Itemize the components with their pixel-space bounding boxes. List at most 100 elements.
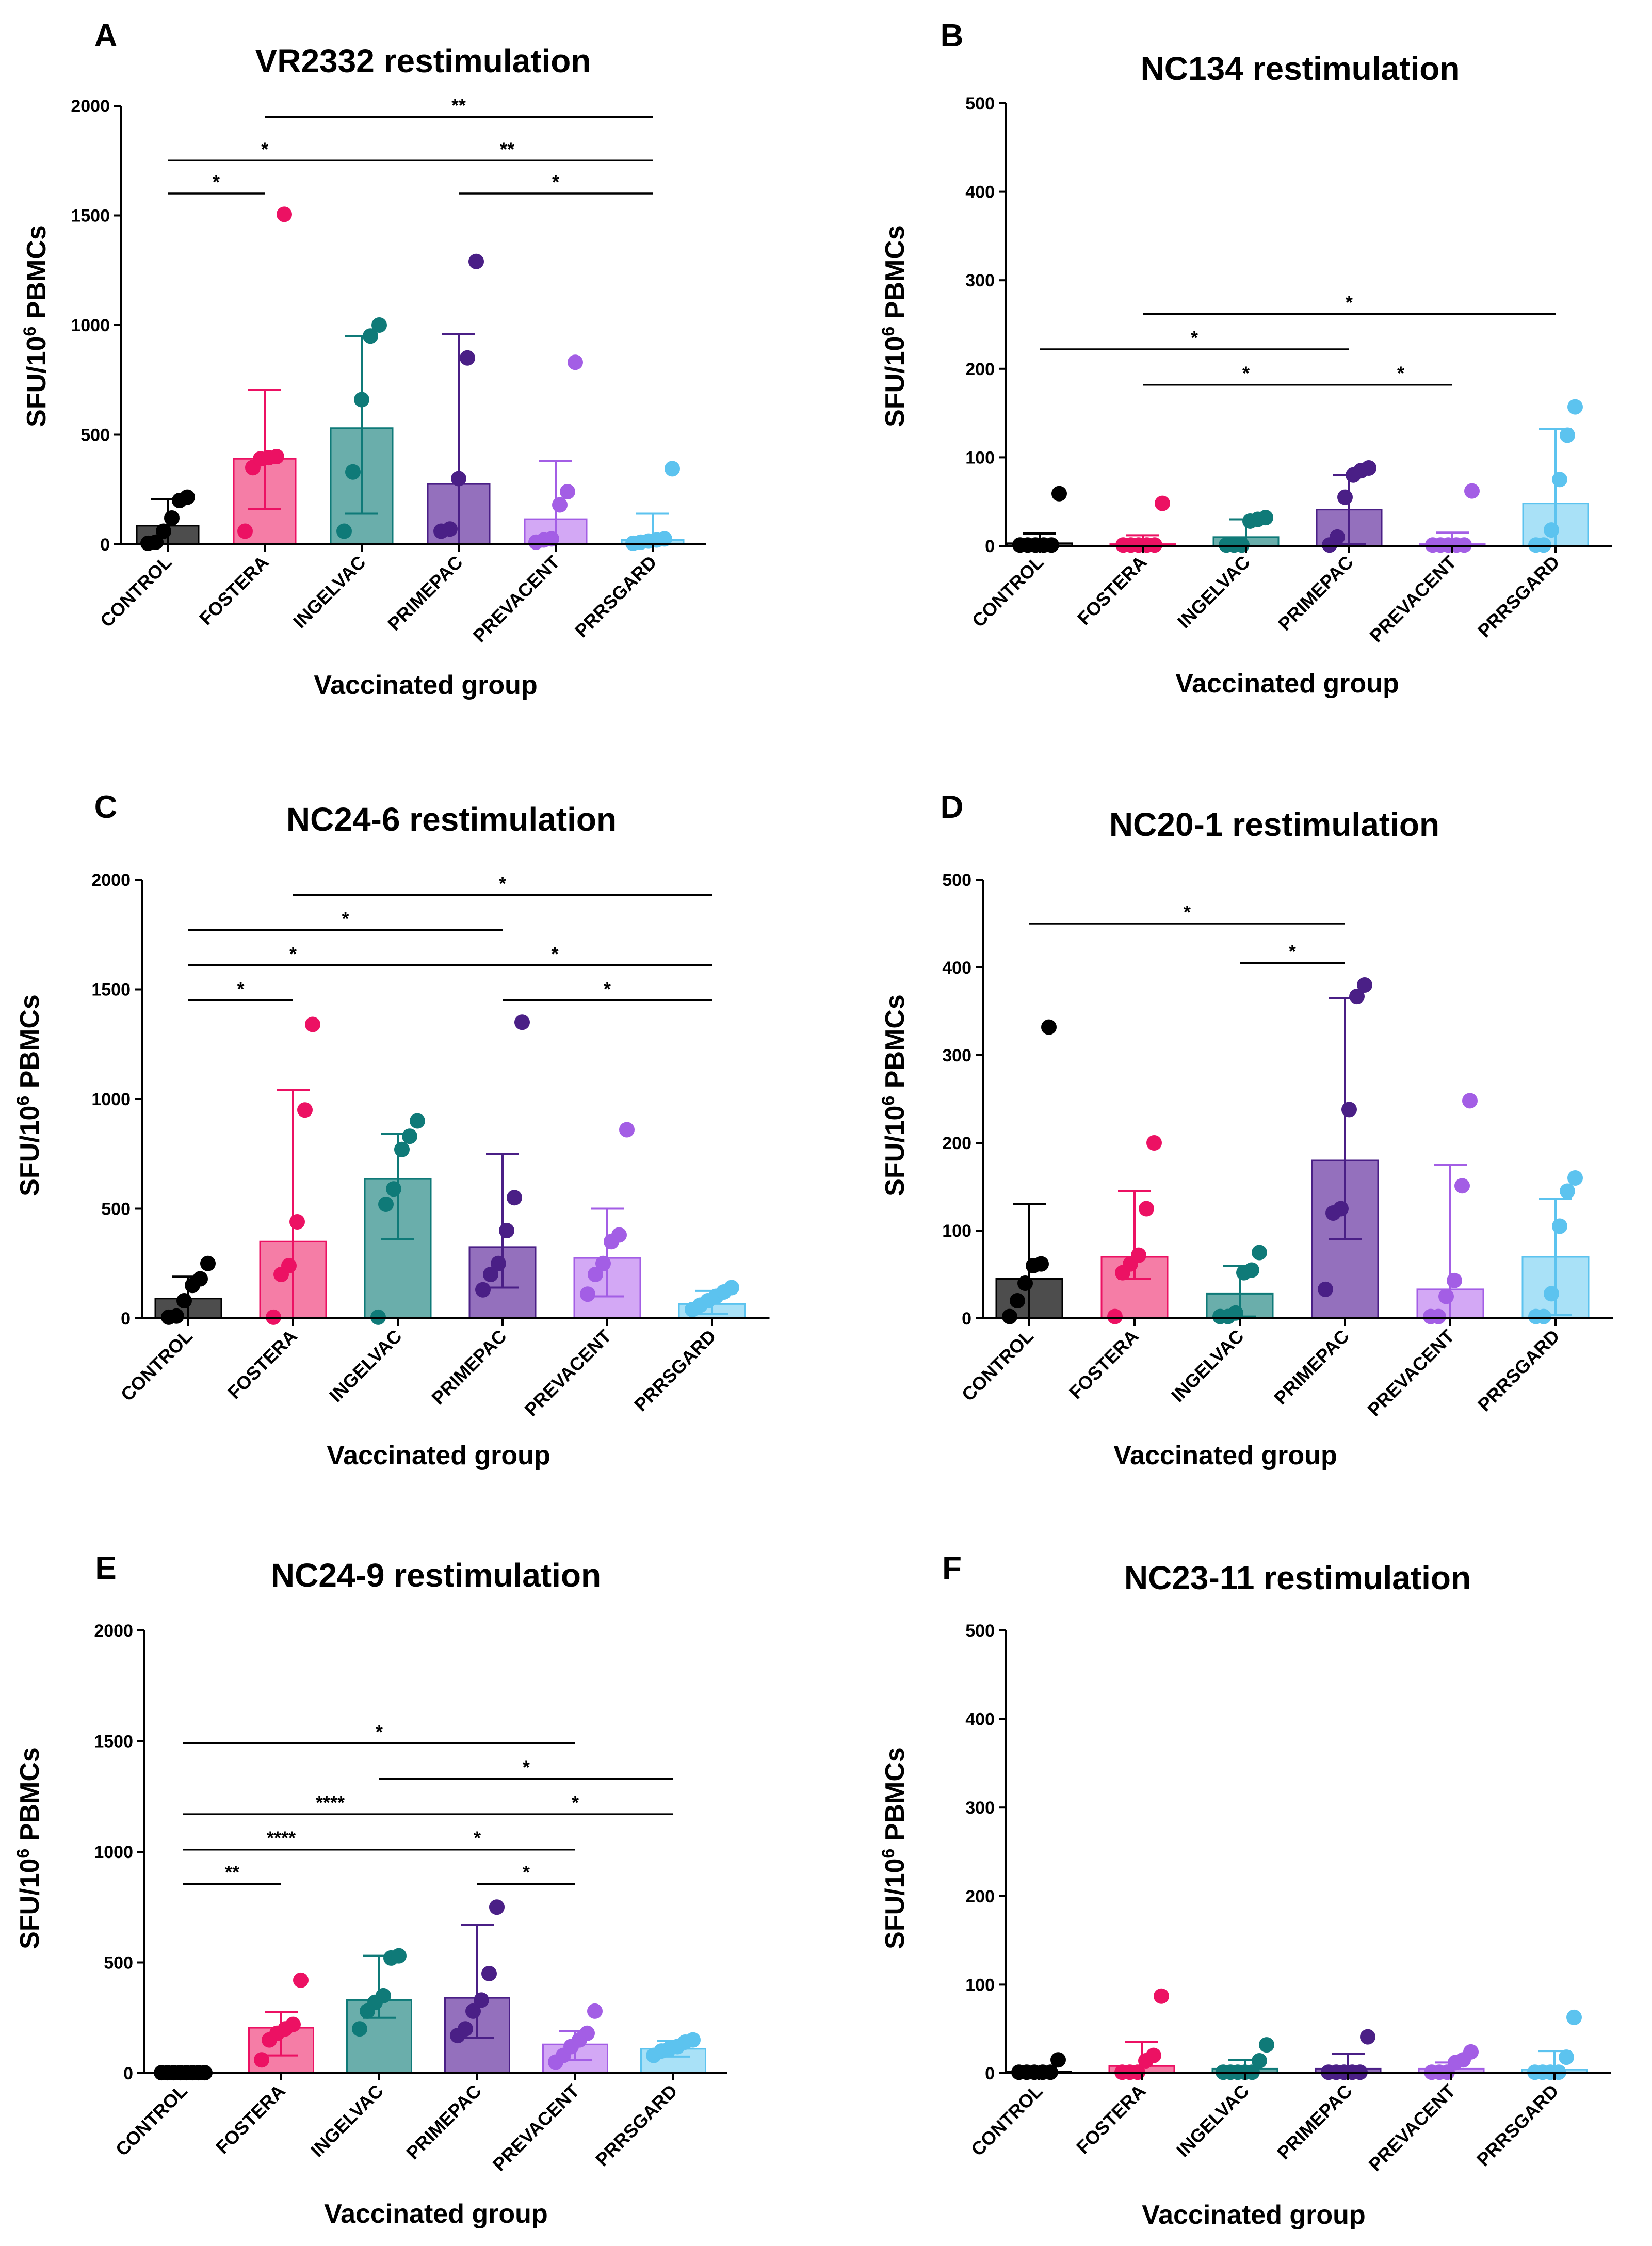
data-point-fostera: [237, 523, 253, 539]
significance-bracket: *: [168, 138, 362, 161]
y-axis-title-exponent: 6: [879, 1096, 898, 1106]
data-point-fostera: [1139, 1201, 1154, 1217]
x-tick-label-prevacent: PREVACENT: [1365, 2080, 1460, 2175]
x-tick-label-control: CONTROL: [111, 2080, 191, 2160]
data-point-control: [1041, 1019, 1057, 1035]
significance-bracket: *: [183, 1721, 575, 1744]
x-tick-label-fostera: FOSTERA: [212, 2080, 289, 2158]
x-tick-label-prevacent: PREVACENT: [469, 552, 564, 647]
significance-label: ****: [267, 1828, 296, 1849]
data-point-prevacent: [579, 2025, 595, 2041]
x-tick-label-ingelvac: INGELVAC: [325, 1326, 406, 1407]
y-tick-label: 200: [965, 360, 995, 379]
y-axis-title-unit: PBMCs: [15, 994, 45, 1095]
data-point-primepac: [1330, 529, 1345, 545]
significance-label: *: [237, 978, 244, 999]
chart-panel-A: A VR2332 restimulation 0 500 1000 1500 2000 CON…: [20, 18, 706, 700]
y-axis-title-unit: PBMCs: [880, 225, 910, 326]
y-axis-title: SFU/106 PBMCs: [879, 1747, 910, 1949]
error-bar-primepac: [442, 333, 475, 544]
data-point-ingelvac: [376, 1988, 391, 2003]
data-point-ingelvac: [371, 317, 387, 333]
y-axis-title-unit: PBMCs: [880, 994, 910, 1095]
error-bar-fostera: [248, 389, 281, 510]
significance-bracket: *: [477, 1862, 575, 1885]
data-point-primepac: [507, 1190, 522, 1206]
significance-bracket: *: [188, 943, 398, 966]
y-tick-label: 400: [942, 958, 971, 978]
x-tick-label-prrsgard: PRRSGARD: [1473, 552, 1564, 642]
significance-label: *: [604, 978, 611, 999]
data-point-prrsgard: [1559, 2049, 1574, 2065]
chart-title: NC134 restimulation: [1141, 50, 1460, 87]
y-axis-title-exponent: 6: [13, 1849, 33, 1859]
y-tick-label: 0: [985, 2064, 995, 2083]
significance-label: *: [551, 943, 558, 964]
y-tick-label: 100: [965, 1975, 995, 1995]
data-point-primepac: [474, 1992, 489, 2008]
data-point-prevacent: [1454, 1178, 1470, 1194]
x-tick-label-prrsgard: PRRSGARD: [571, 552, 661, 642]
data-point-control: [156, 523, 171, 539]
data-point-primepac: [481, 1965, 497, 1981]
data-point-prrsgard: [1560, 1183, 1575, 1199]
y-tick-label: 0: [100, 535, 110, 555]
y-tick-label: 500: [942, 870, 971, 890]
data-point-ingelvac: [354, 392, 369, 408]
data-point-ingelvac: [1244, 1262, 1259, 1278]
data-point-prevacent: [1438, 1288, 1454, 1304]
y-tick-label: 0: [123, 2064, 133, 2083]
x-tick-label-control: CONTROL: [117, 1326, 197, 1405]
data-point-control: [169, 1308, 184, 1324]
data-point-ingelvac: [391, 1948, 407, 1964]
x-tick-label-fostera: FOSTERA: [223, 1326, 301, 1403]
y-axis-title: SFU/106 PBMCs: [13, 1747, 45, 1949]
data-point-prrsgard: [657, 531, 672, 547]
significance-bracket: *: [1029, 901, 1345, 925]
data-point-ingelvac: [386, 1181, 401, 1197]
y-axis-title-base: SFU/10: [15, 1859, 45, 1949]
error-bar-prevacent: [591, 1207, 624, 1298]
data-point-fostera: [266, 1309, 281, 1325]
significance-label: *: [523, 1862, 530, 1883]
data-point-fostera: [277, 206, 292, 222]
significance-bracket: *: [1240, 941, 1345, 964]
x-tick-label-control: CONTROL: [96, 552, 176, 632]
y-tick-label: 2000: [91, 870, 131, 890]
data-point-fostera: [285, 2016, 301, 2032]
y-tick-label: 500: [80, 426, 110, 445]
data-point-prrsgard: [1544, 522, 1559, 538]
chart-title: VR2332 restimulation: [255, 42, 591, 79]
y-tick-label: 1500: [91, 980, 131, 1000]
significance-bracket: *: [379, 1756, 673, 1780]
significance-bracket: **: [265, 94, 653, 118]
y-tick-label: 100: [942, 1221, 971, 1241]
chart-panel-E: E NC24-9 restimulation 0 500 1000 1500 2000 CON…: [13, 1550, 727, 2229]
chart-title: NC20-1 restimulation: [1109, 806, 1439, 843]
x-tick-label-ingelvac: INGELVAC: [289, 552, 370, 633]
y-tick-label: 500: [101, 1200, 131, 1219]
data-point-prevacent: [560, 484, 575, 499]
significance-label: ****: [316, 1792, 345, 1813]
data-point-prrsgard: [1567, 399, 1583, 415]
panel-letter: E: [95, 1550, 116, 1586]
x-tick-label-fostera: FOSTERA: [1073, 552, 1151, 629]
x-axis-title: Vaccinated group: [1142, 2200, 1365, 2230]
data-point-fostera: [254, 2052, 269, 2068]
x-axis-title: Vaccinated group: [324, 2199, 547, 2229]
x-tick-label-prevacent: PREVACENT: [489, 2080, 584, 2175]
data-point-fostera: [1131, 1247, 1146, 1263]
significance-label: *: [572, 1792, 579, 1813]
y-tick-label: 0: [985, 537, 995, 556]
data-point-prevacent: [619, 1122, 635, 1138]
significance-label: **: [225, 1862, 239, 1883]
significance-bracket: *: [293, 873, 712, 896]
data-point-prevacent: [1447, 1272, 1462, 1288]
data-point-fostera: [289, 1214, 305, 1230]
y-axis-title-unit: PBMCs: [22, 225, 52, 326]
y-tick-label: 500: [965, 1621, 995, 1641]
data-point-control: [200, 1255, 216, 1271]
significance-label: *: [289, 943, 297, 964]
significance-bracket: *: [1143, 363, 1349, 386]
data-point-fostera: [269, 449, 284, 464]
